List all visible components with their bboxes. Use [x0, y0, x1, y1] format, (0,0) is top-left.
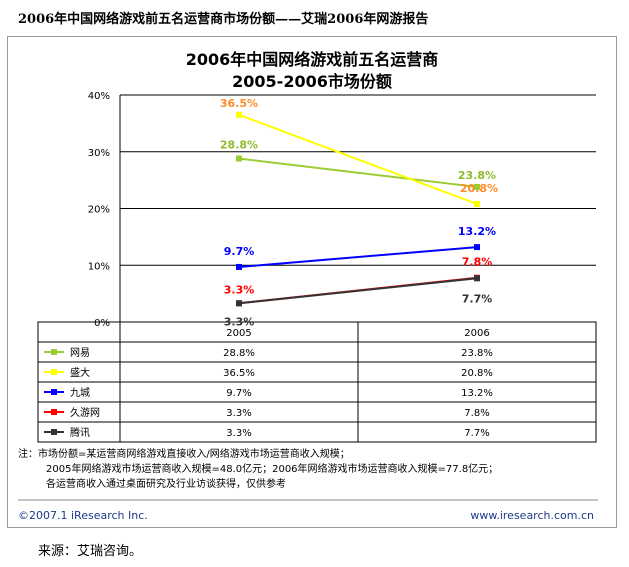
- data-label: 9.7%: [224, 245, 255, 258]
- legend-label: 腾讯: [70, 426, 90, 439]
- x-tick-label: 2005: [226, 328, 251, 339]
- y-tick-label: 10%: [88, 261, 110, 272]
- legend-label: 九城: [70, 387, 90, 399]
- note-line-2: 2005年网络游戏市场运营商收入规模=48.0亿元；2006年网络游戏市场运营商…: [46, 464, 499, 475]
- legend-swatch-marker: [51, 429, 57, 435]
- data-point: [236, 300, 242, 307]
- chart-subtitle: 2005-2006市场份额: [232, 72, 392, 91]
- table-cell-value: 23.8%: [461, 348, 493, 359]
- table-cell-value: 3.3%: [226, 428, 251, 439]
- source-text: 来源：艾瑞咨询。: [38, 544, 143, 559]
- data-point: [474, 244, 480, 251]
- y-tick-label: 20%: [88, 205, 110, 216]
- website-link[interactable]: www.iresearch.com.cn: [470, 509, 594, 522]
- copyright-text: ©2007.1 iResearch Inc.: [18, 509, 148, 522]
- series-line: [238, 157, 478, 188]
- table-cell-value: 3.3%: [226, 408, 251, 419]
- chart-title: 2006年中国网络游戏前五名运营商: [185, 50, 439, 69]
- data-point: [474, 200, 480, 207]
- note-line-3: 各运营商收入通过桌面研究及行业访谈获得，仅供参考: [46, 479, 286, 490]
- table-cell-value: 9.7%: [226, 388, 251, 399]
- chart-notes: 注：市场份额=某运营商网络游戏直接收入/网络游戏市场运营商收入规模； 2005年…: [18, 447, 498, 492]
- chart-frame: 2006年中国网络游戏前五名运营商 2005-2006市场份额 0% 10% 20%…: [7, 36, 617, 528]
- data-point: [474, 183, 480, 190]
- table-cell-value: 20.8%: [461, 368, 493, 379]
- data-label: 7.8%: [462, 256, 493, 269]
- legend-swatch-marker: [51, 369, 57, 375]
- table-cell-value: 13.2%: [461, 388, 493, 399]
- table-cell-value: 7.7%: [464, 428, 489, 439]
- data-label: 23.8%: [458, 169, 496, 182]
- legend-label: 网易: [70, 347, 90, 359]
- y-tick-label: 40%: [88, 91, 110, 102]
- legend-label: 久游网: [70, 406, 100, 419]
- series-line: [238, 113, 478, 205]
- page-title: 2006年中国网络游戏前五名运营商市场份额——艾瑞2006年网游报告: [18, 12, 429, 27]
- y-tick-label: 0%: [94, 318, 110, 329]
- data-point: [236, 111, 242, 118]
- data-label: 13.2%: [458, 225, 496, 238]
- data-point: [474, 275, 480, 282]
- table-cell-value: 28.8%: [223, 348, 255, 359]
- data-label: 7.7%: [462, 292, 493, 305]
- legend-swatch-marker: [51, 409, 57, 415]
- series-line: [238, 246, 478, 268]
- legend-label: 盛大: [70, 366, 90, 379]
- data-label: 3.3%: [224, 315, 255, 328]
- legend-swatch-marker: [51, 389, 57, 395]
- note-line-1: 注：市场份额=某运营商网络游戏直接收入/网络游戏市场运营商收入规模；: [18, 449, 350, 460]
- data-label: 28.8%: [220, 139, 258, 152]
- data-label: 20.8%: [460, 182, 498, 195]
- table-cell-value: 7.8%: [464, 408, 489, 419]
- data-point: [236, 155, 242, 162]
- data-label: 3.3%: [224, 283, 255, 296]
- data-point: [236, 263, 242, 270]
- table-cell-value: 36.5%: [223, 368, 255, 379]
- legend-swatch-marker: [51, 349, 57, 355]
- data-label: 36.5%: [220, 97, 258, 110]
- x-tick-label: 2006: [464, 328, 489, 339]
- line-chart: 0% 10% 20% 30% 40% 2005 2006 28.8% 23.8% 36.5% 20.…: [37, 91, 597, 443]
- series-line: [238, 277, 478, 305]
- y-tick-label: 30%: [88, 148, 110, 159]
